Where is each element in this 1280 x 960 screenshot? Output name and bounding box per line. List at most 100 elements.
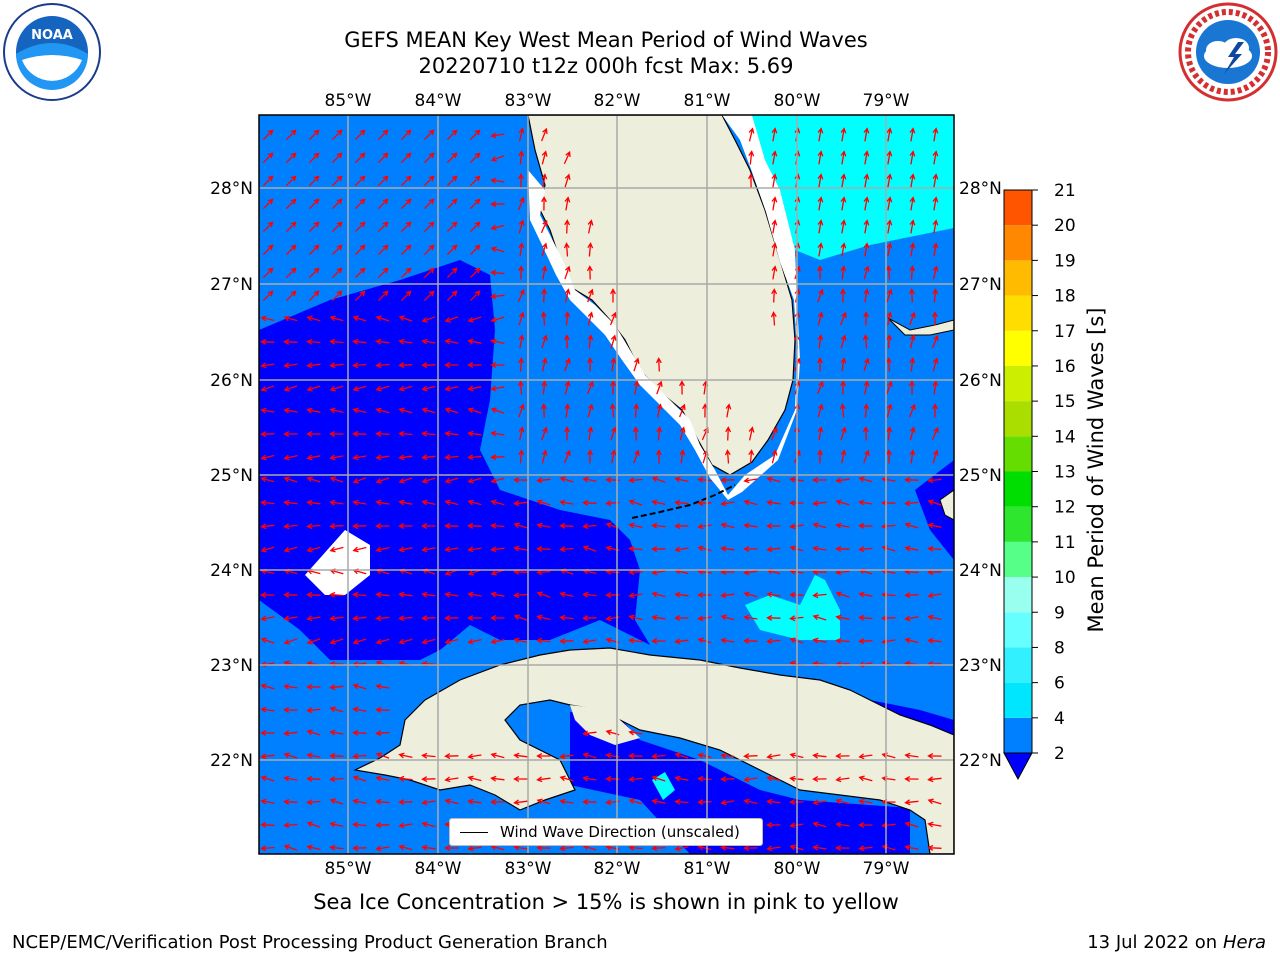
wind-wave-arrow	[398, 338, 413, 345]
wind-wave-arrow	[863, 127, 870, 142]
wind-wave-arrow	[931, 334, 939, 349]
wind-wave-arrow	[375, 822, 390, 829]
lon-tick-top: 85°W	[325, 91, 372, 111]
wind-wave-arrow	[587, 311, 594, 326]
wind-wave-arrow	[398, 775, 413, 782]
wind-wave-arrow	[559, 522, 574, 529]
wind-wave-arrow	[835, 776, 850, 783]
wind-wave-arrow	[858, 638, 873, 645]
wind-wave-arrow	[469, 221, 481, 233]
wind-wave-arrow	[400, 198, 412, 210]
wind-wave-arrow	[398, 454, 413, 461]
wind-wave-arrow	[632, 426, 639, 441]
lat-tick-left: 23°N	[210, 656, 253, 676]
wind-wave-arrow	[909, 334, 916, 349]
wind-wave-arrow	[283, 454, 298, 461]
wind-wave-arrow	[909, 311, 916, 326]
wind-wave-arrow	[904, 799, 919, 806]
wind-wave-arrow	[513, 752, 528, 759]
wind-wave-arrow	[628, 477, 643, 484]
wind-wave-arrow	[559, 614, 574, 621]
wind-wave-arrow	[564, 426, 570, 441]
wind-wave-arrow	[260, 431, 275, 438]
wind-wave-arrow	[490, 362, 505, 368]
wind-wave-arrow	[582, 752, 597, 759]
lat-tick-left: 27°N	[210, 275, 253, 295]
wind-wave-arrow	[559, 753, 574, 760]
wind-wave-arrow	[909, 242, 916, 257]
wind-wave-arrow	[909, 173, 916, 188]
wind-wave-arrow	[262, 129, 274, 141]
wind-wave-arrow	[490, 338, 505, 345]
wind-wave-arrow	[609, 403, 616, 418]
wind-wave-arrow	[285, 129, 297, 141]
wind-wave-arrow	[444, 499, 459, 506]
wind-wave-arrow	[540, 127, 548, 142]
wind-wave-arrow	[518, 265, 524, 280]
wind-wave-arrow	[812, 776, 827, 782]
wind-wave-arrow	[421, 546, 436, 553]
wind-wave-arrow	[306, 729, 321, 736]
wind-wave-arrow	[674, 546, 689, 553]
wind-wave-arrow	[398, 523, 413, 529]
wind-wave-arrow	[541, 173, 548, 188]
wind-wave-arrow	[886, 426, 893, 441]
wind-wave-arrow	[697, 592, 712, 598]
wind-wave-arrow	[840, 242, 847, 257]
wind-wave-arrow	[262, 221, 274, 233]
wind-wave-arrow	[285, 221, 297, 233]
wind-wave-arrow	[467, 522, 482, 529]
wind-wave-arrow	[352, 591, 367, 598]
wind-wave-arrow	[283, 385, 298, 392]
wind-wave-arrow	[306, 338, 321, 345]
wind-wave-arrow	[400, 221, 412, 233]
wind-wave-arrow	[724, 449, 731, 464]
wind-wave-arrow	[329, 407, 344, 414]
wind-wave-arrow	[398, 615, 413, 622]
wind-wave-arrow	[467, 753, 482, 760]
cuba-bay-land	[570, 705, 640, 745]
wind-wave-arrow	[862, 334, 869, 349]
wind-wave-arrow	[927, 477, 942, 484]
wind-wave-arrow	[932, 357, 939, 372]
wind-wave-arrow	[490, 430, 505, 437]
wind-wave-arrow	[909, 219, 916, 234]
wind-wave-arrow	[262, 244, 274, 256]
wind-wave-arrow	[260, 454, 275, 461]
wind-wave-arrow	[674, 476, 689, 483]
colorbar-tick-label: 18	[1054, 287, 1076, 307]
wind-wave-arrow	[610, 288, 616, 303]
wind-wave-arrow	[375, 845, 390, 852]
colorbar-band	[1004, 612, 1032, 648]
wind-wave-arrow	[932, 380, 939, 395]
wind-wave-arrow	[748, 150, 755, 165]
wind-wave-arrow	[858, 845, 873, 852]
wind-wave-arrow	[586, 265, 593, 280]
wind-wave-arrow	[421, 591, 436, 598]
wind-wave-arrow	[260, 775, 275, 782]
wind-wave-arrow	[467, 362, 482, 368]
wind-wave-arrow	[863, 196, 870, 211]
wind-wave-arrow	[467, 591, 482, 598]
wind-wave-arrow	[260, 523, 275, 530]
wind-wave-arrow	[835, 477, 850, 484]
wind-wave-arrow	[375, 454, 390, 461]
wind-wave-arrow	[633, 380, 640, 395]
wind-wave-arrow	[633, 357, 640, 372]
wind-wave-arrow	[513, 477, 528, 483]
wind-wave-arrow	[766, 798, 781, 805]
wind-wave-arrow	[446, 198, 458, 210]
wind-wave-arrow	[285, 175, 297, 187]
wind-wave-arrow	[564, 357, 571, 372]
wind-wave-arrow	[518, 219, 525, 234]
wind-wave-arrow	[375, 615, 390, 622]
wind-wave-arrow	[444, 316, 459, 323]
wind-wave-arrow	[904, 545, 919, 552]
wind-wave-arrow	[421, 454, 436, 461]
wind-wave-arrow	[932, 173, 939, 188]
wind-wave-arrow	[444, 477, 459, 484]
wind-wave-arrow	[927, 776, 942, 783]
legend-label: Wind Wave Direction (unscaled)	[500, 823, 740, 841]
wind-wave-arrow	[582, 638, 597, 645]
wind-wave-arrow	[563, 242, 570, 257]
